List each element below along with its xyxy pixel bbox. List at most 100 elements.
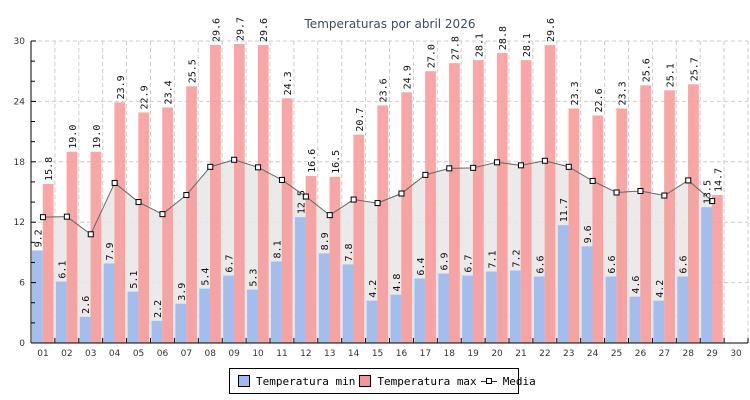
data-label: 15.8 [44,157,55,181]
bar-max [257,45,269,343]
media-marker [565,163,572,170]
bar-min [79,316,91,343]
x-tick-label: 03 [85,349,96,359]
bar-max [568,108,580,344]
data-label: 6.7 [464,254,475,272]
x-tick-label: 28 [683,349,695,359]
x-tick-label: 27 [659,349,670,359]
x-tick-label: 17 [420,349,431,359]
media-marker [350,196,357,203]
bar-min [629,296,641,343]
chart-title: Temperaturas por abril 2026 [304,17,476,31]
bar-max [42,183,54,343]
data-label: 7.2 [511,249,522,267]
x-tick-label: 26 [635,349,647,359]
x-tick-label: 01 [37,349,48,359]
media-marker [685,177,692,184]
bar-max [377,105,389,343]
data-label: 3.9 [177,283,188,301]
data-label: 5.4 [201,268,212,286]
x-tick-label: 10 [252,349,264,359]
media-marker [63,213,70,220]
data-label: 4.6 [631,276,642,294]
data-label: 23.3 [618,81,629,105]
data-label: 11.7 [559,198,570,222]
y-tick-label: 12 [14,218,25,228]
bar-min [510,270,521,343]
bar-min [701,207,712,343]
legend-label-min: Temperatura min [256,374,356,388]
data-label: 28.8 [498,26,509,50]
bar-min [199,288,211,343]
data-label: 24.3 [283,71,294,95]
bar-max [544,45,556,343]
y-tick-label: 18 [14,158,26,168]
bar-min [653,300,665,343]
x-tick-label: 05 [133,349,144,359]
x-tick-label: 19 [467,349,479,359]
media-marker [255,164,262,171]
x-tick-label: 07 [181,349,192,359]
media-marker [278,176,285,183]
bar-min [677,276,689,343]
x-tick-label: 29 [706,349,718,359]
bar-min [533,276,545,343]
bar-min [55,281,67,343]
bar-min [462,275,473,343]
data-label: 27.8 [450,36,461,60]
bar-min [438,273,450,343]
bar-min [127,291,139,343]
value-labels: 9.2 15.8 6.1 19.0 2.6 19.0 7.9 23.9 5.1 22.9 2.2 23… [33,17,724,318]
y-tick-label: 30 [14,37,26,47]
media-marker [494,159,501,166]
data-label: 6.9 [440,252,451,270]
bar-max [210,45,221,343]
data-label: 8.1 [272,240,283,258]
bar-max [233,44,245,344]
bar-max [496,53,508,344]
bar-min [557,225,569,343]
x-tick-label: 04 [109,349,121,359]
media-marker [398,190,405,197]
legend-line-marker-icon [480,376,497,386]
bar-min [342,264,354,343]
data-label: 25.1 [666,63,677,87]
bar-max [353,134,365,343]
data-label: 8.9 [320,232,331,250]
bar-max [401,92,413,343]
data-label: 9.2 [33,229,44,247]
media-marker [589,177,596,184]
data-label: 14.7 [713,168,724,192]
bar-max [329,176,341,343]
data-label: 25.5 [188,59,199,83]
legend-label-media: Media [502,374,536,388]
data-label: 16.6 [307,149,318,173]
bar-max [281,98,293,343]
media-marker [159,211,166,218]
data-label: 19.0 [68,125,79,149]
bar-max [66,151,78,343]
data-label: 29.6 [259,18,270,42]
legend-item-min: Temperatura min [238,375,355,388]
x-tick-label: 21 [515,349,526,359]
x-tick-label: 25 [611,349,622,359]
media-marker [183,192,190,199]
x-tick-label: 20 [491,349,503,359]
y-tick-label: 0 [19,339,25,349]
data-label: 19.0 [92,125,103,149]
bar-min [366,300,378,343]
x-tick-label: 06 [157,349,169,359]
x-tick-label: 02 [61,349,72,359]
data-label: 6.7 [225,254,236,272]
bar-min [103,263,115,343]
data-label: 6.6 [679,255,690,273]
data-label: 13.5 [703,180,714,204]
data-label: 7.1 [487,250,498,268]
x-tick-label: 24 [587,349,599,359]
media-line [39,156,716,238]
media-marker [422,171,429,178]
bar-max [138,112,150,344]
media-marker [374,200,381,207]
data-label: 7.8 [344,243,355,261]
